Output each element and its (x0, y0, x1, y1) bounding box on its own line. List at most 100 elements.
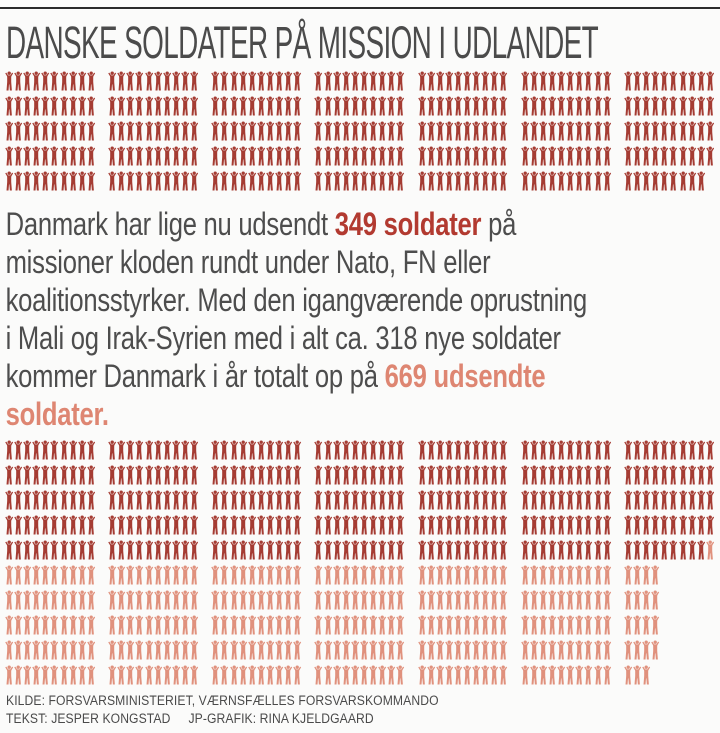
soldier-icon (351, 121, 359, 141)
soldier-icon (87, 665, 95, 685)
soldier-icon (190, 490, 198, 510)
soldier-icon (481, 665, 489, 685)
soldier-icon (239, 565, 247, 585)
icon-band (5, 438, 715, 563)
soldier-icon (351, 171, 359, 191)
soldier-icon (230, 146, 238, 166)
soldier-icon (220, 121, 228, 141)
soldier-icon (369, 121, 377, 141)
soldier-icon (463, 540, 471, 560)
soldier-icon (378, 171, 386, 191)
soldier-icon (603, 565, 611, 585)
soldier-icon (154, 615, 162, 635)
page-title: DANSKE SOLDATER PÅ MISSION I UDLANDET (6, 20, 720, 66)
soldier-icon (314, 540, 322, 560)
soldier-icon (481, 440, 489, 460)
soldier-icon (642, 490, 650, 510)
soldier-icon (239, 146, 247, 166)
soldier-icon (490, 565, 498, 585)
soldier-icon (324, 490, 332, 510)
soldier-icon (603, 640, 611, 660)
soldier-icon (32, 96, 40, 116)
soldier-icon (530, 615, 538, 635)
soldier-icon (163, 565, 171, 585)
icon-group (521, 563, 612, 688)
soldier-icon (117, 665, 125, 685)
icon-group (624, 69, 715, 194)
soldier-icon (427, 640, 435, 660)
soldier-icon (181, 565, 189, 585)
soldier-icon (181, 96, 189, 116)
soldier-icon (220, 490, 228, 510)
icon-group (5, 563, 96, 688)
soldier-icon (539, 665, 547, 685)
soldier-icon (584, 440, 592, 460)
soldier-icon (50, 490, 58, 510)
soldier-icon (633, 490, 641, 510)
soldier-icon (69, 490, 77, 510)
soldier-icon (521, 565, 529, 585)
soldier-icon (557, 146, 565, 166)
soldier-icon (257, 71, 265, 91)
soldier-icon (530, 540, 538, 560)
soldier-icon (257, 146, 265, 166)
soldier-icon (333, 490, 341, 510)
soldier-icon (530, 465, 538, 485)
soldier-icon (436, 590, 444, 610)
soldier-icon (284, 146, 292, 166)
soldier-icon (324, 71, 332, 91)
soldier-icon (314, 71, 322, 91)
soldier-icon (669, 440, 677, 460)
soldier-icon (230, 171, 238, 191)
soldier-icon (248, 465, 256, 485)
soldier-icon (472, 615, 480, 635)
soldier-icon (5, 96, 13, 116)
soldier-icon (688, 515, 696, 535)
soldier-icon (539, 440, 547, 460)
icon-group (5, 69, 96, 194)
soldier-icon (266, 465, 274, 485)
soldier-icon (660, 440, 668, 460)
soldier-icon (333, 540, 341, 560)
soldier-icon (651, 640, 659, 660)
soldier-icon (135, 540, 143, 560)
soldier-icon (499, 615, 507, 635)
soldier-icon (539, 615, 547, 635)
soldier-icon (69, 515, 77, 535)
soldier-icon (5, 121, 13, 141)
soldier-icon (60, 171, 68, 191)
soldier-icon (14, 121, 22, 141)
soldier-icon (387, 465, 395, 485)
soldier-icon (454, 590, 462, 610)
soldier-icon (211, 590, 219, 610)
soldier-icon (14, 465, 22, 485)
icon-group (521, 69, 612, 194)
soldier-icon (566, 565, 574, 585)
soldier-icon (594, 465, 602, 485)
soldier-icon (293, 146, 301, 166)
soldier-icon (14, 96, 22, 116)
soldier-icon (181, 71, 189, 91)
soldier-icon (314, 590, 322, 610)
soldier-icon (60, 615, 68, 635)
icon-group (624, 563, 715, 688)
soldier-icon (50, 465, 58, 485)
soldier-icon (530, 96, 538, 116)
soldier-icon (5, 590, 13, 610)
soldier-icon (181, 171, 189, 191)
soldier-icon (481, 96, 489, 116)
soldier-icon (436, 465, 444, 485)
soldier-icon (490, 465, 498, 485)
soldier-icon (163, 146, 171, 166)
soldier-icon (220, 440, 228, 460)
icon-band (5, 563, 715, 688)
soldier-icon (669, 96, 677, 116)
soldier-icon (248, 440, 256, 460)
soldier-icon (575, 121, 583, 141)
soldier-icon (275, 71, 283, 91)
soldier-icon (427, 615, 435, 635)
soldier-icon (117, 71, 125, 91)
soldier-icon (679, 515, 687, 535)
soldier-icon (688, 146, 696, 166)
paragraph-segment: på missioner kloden rundt under Nato, FN… (5, 206, 588, 394)
